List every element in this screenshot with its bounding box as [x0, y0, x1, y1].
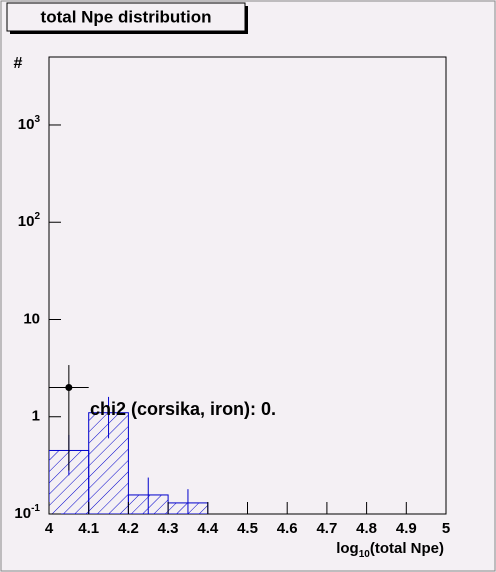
y-tick-base: 10	[14, 505, 31, 522]
x-tick-label: 4.7	[316, 520, 337, 537]
y-tick-label: 10	[23, 310, 40, 327]
y-tick-exp: 3	[34, 114, 40, 125]
y-tick-exp: -1	[31, 503, 40, 514]
y-tick-label: 103	[18, 114, 41, 133]
y-tick-label: 102	[18, 211, 41, 230]
y-tick-label: 1	[32, 408, 40, 425]
x-axis-label: log10(total Npe)	[336, 540, 444, 560]
y-tick-base: 10	[18, 213, 35, 230]
title-box	[6, 2, 246, 32]
x-tick-label: 4.4	[197, 520, 219, 537]
chart-title: total Npe distribution	[41, 7, 212, 26]
y-axis-label: #	[14, 55, 23, 72]
x-tick-label: 4.6	[277, 520, 298, 537]
x-tick-label: 5	[442, 520, 450, 537]
x-label-main: log	[336, 540, 359, 557]
x-label-rest: (total Npe)	[370, 540, 444, 557]
y-tick-label: 10-1	[14, 503, 40, 522]
x-tick-label: 4.1	[78, 520, 99, 537]
annotation: chi2 (corsika, iron): 0.	[90, 399, 276, 419]
plot-area	[49, 365, 209, 514]
data-point	[65, 383, 73, 391]
x-tick-label: 4.9	[396, 520, 417, 537]
x-tick-label: 4.8	[356, 520, 377, 537]
x-label-sub: 10	[359, 549, 371, 560]
x-tick-label: 4.5	[237, 520, 258, 537]
x-tick-label: 4.2	[118, 520, 139, 537]
x-tick-label: 4.3	[158, 520, 179, 537]
y-tick-exp: 2	[34, 211, 40, 222]
x-tick-label: 4	[45, 520, 54, 537]
y-tick-base: 10	[18, 116, 35, 133]
